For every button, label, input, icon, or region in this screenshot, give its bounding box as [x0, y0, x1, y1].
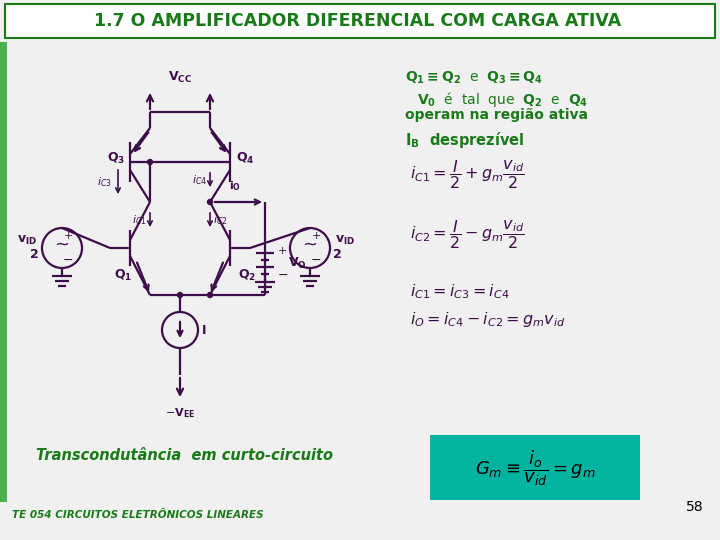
- Text: Transcondutância  em curto-circuito: Transcondutância em curto-circuito: [37, 448, 333, 463]
- Text: 2: 2: [30, 248, 39, 261]
- Text: $\mathbf{V_{CC}}$: $\mathbf{V_{CC}}$: [168, 70, 192, 85]
- Text: $i_{C2}$: $i_{C2}$: [213, 213, 228, 227]
- Text: TE 054 CIRCUITOS ELETRÔNICOS LINEARES: TE 054 CIRCUITOS ELETRÔNICOS LINEARES: [12, 510, 264, 520]
- Text: $\mathbf{v_{ID}}$: $\mathbf{v_{ID}}$: [335, 233, 355, 247]
- Text: −: −: [278, 268, 289, 281]
- Text: −: −: [311, 253, 321, 267]
- Text: $\mathbf{V_O}$: $\mathbf{V_O}$: [288, 255, 307, 271]
- Text: $\mathbf{i_O}$: $\mathbf{i_O}$: [229, 179, 241, 193]
- Text: $i_{C1} = i_{C3} = i_{C4}$: $i_{C1} = i_{C3} = i_{C4}$: [410, 282, 510, 301]
- FancyBboxPatch shape: [430, 435, 640, 500]
- Text: +: +: [278, 246, 287, 256]
- Circle shape: [207, 199, 212, 205]
- Text: $\mathbf{v_{ID}}$: $\mathbf{v_{ID}}$: [17, 233, 37, 247]
- FancyBboxPatch shape: [5, 4, 715, 38]
- Text: I: I: [202, 323, 207, 336]
- Text: $\mathbf{I_B}$  desprezível: $\mathbf{I_B}$ desprezível: [405, 130, 524, 150]
- Text: $i_O = i_{C4} - i_{C2} = g_m v_{id}$: $i_O = i_{C4} - i_{C2} = g_m v_{id}$: [410, 310, 565, 329]
- Text: $\mathbf{Q_1}$: $\mathbf{Q_1}$: [114, 268, 132, 283]
- Text: operam na região ativa: operam na região ativa: [405, 108, 588, 122]
- Text: $i_{C4}$: $i_{C4}$: [192, 173, 207, 187]
- Circle shape: [178, 293, 182, 298]
- Text: $\mathbf{Q_4}$: $\mathbf{Q_4}$: [236, 151, 254, 166]
- Text: $i_{C1}$: $i_{C1}$: [132, 213, 147, 227]
- Circle shape: [148, 159, 153, 165]
- Text: +: +: [63, 231, 73, 241]
- Text: +: +: [311, 231, 320, 241]
- Text: 58: 58: [686, 500, 704, 514]
- Text: ~: ~: [302, 236, 318, 254]
- Text: $\mathbf{Q_2}$: $\mathbf{Q_2}$: [238, 268, 256, 283]
- Text: $i_{C3}$: $i_{C3}$: [97, 175, 112, 189]
- Circle shape: [207, 293, 212, 298]
- Text: $i_{C1} = \dfrac{I}{2} + g_m \dfrac{v_{id}}{2}$: $i_{C1} = \dfrac{I}{2} + g_m \dfrac{v_{i…: [410, 158, 525, 191]
- Text: $G_m \equiv \dfrac{i_o}{v_{id}} = g_m$: $G_m \equiv \dfrac{i_o}{v_{id}} = g_m$: [474, 448, 595, 488]
- Text: $\mathbf{Q_1 \equiv Q_2}$  e  $\mathbf{Q_3 \equiv Q_4}$: $\mathbf{Q_1 \equiv Q_2}$ e $\mathbf{Q_3…: [405, 70, 543, 86]
- Text: 1.7 O AMPLIFICADOR DIFERENCIAL COM CARGA ATIVA: 1.7 O AMPLIFICADOR DIFERENCIAL COM CARGA…: [94, 12, 621, 30]
- Text: $i_{C2} = \dfrac{I}{2} - g_m \dfrac{v_{id}}{2}$: $i_{C2} = \dfrac{I}{2} - g_m \dfrac{v_{i…: [410, 218, 525, 251]
- FancyBboxPatch shape: [0, 42, 7, 502]
- Text: $\mathbf{Q_3}$: $\mathbf{Q_3}$: [107, 151, 125, 166]
- Text: $\mathbf{V_0}$  é  tal  que  $\mathbf{Q_2}$  e  $\mathbf{Q_4}$: $\mathbf{V_0}$ é tal que $\mathbf{Q_2}$ …: [417, 90, 588, 109]
- Text: ~: ~: [55, 236, 70, 254]
- Text: −: −: [63, 253, 73, 267]
- Text: 2: 2: [333, 248, 342, 261]
- Text: $-\mathbf{V_{EE}}$: $-\mathbf{V_{EE}}$: [165, 406, 195, 420]
